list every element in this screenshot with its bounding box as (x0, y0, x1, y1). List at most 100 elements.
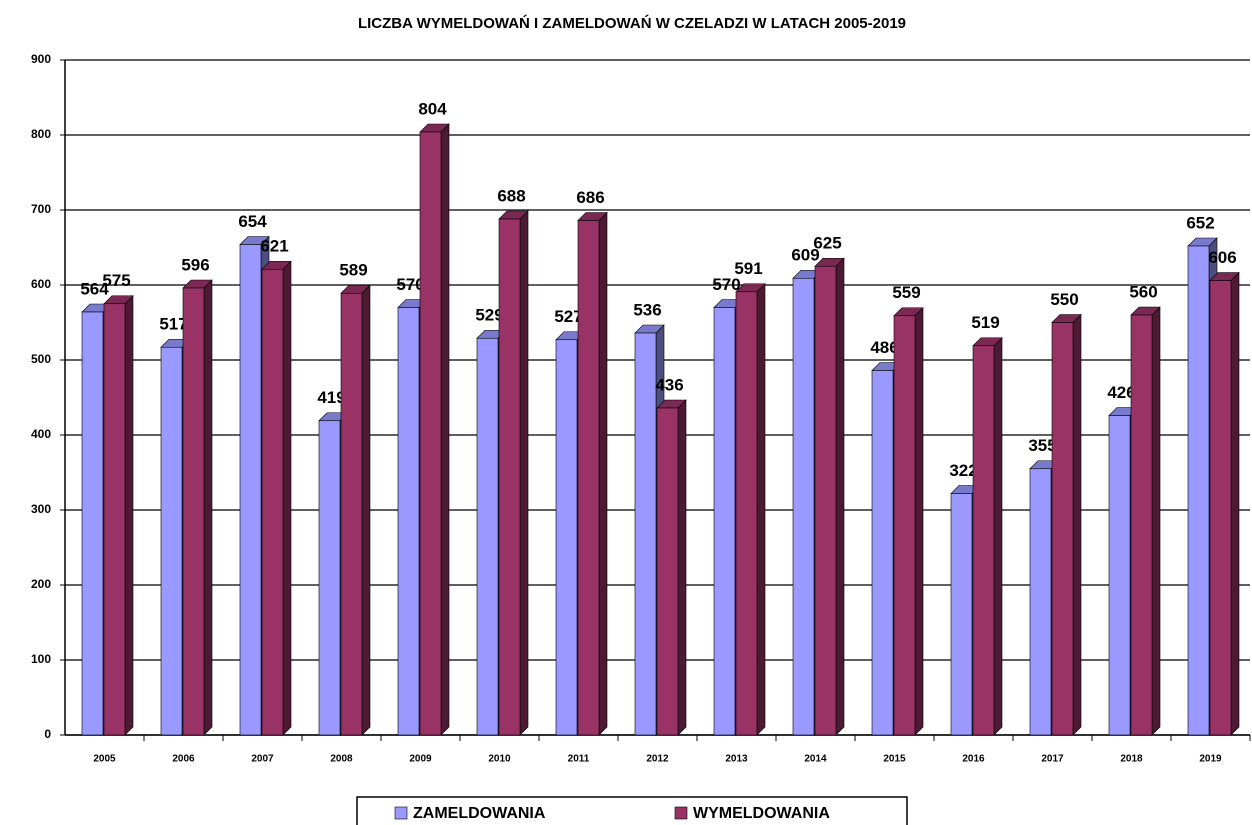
bar (577, 220, 600, 736)
bar (1130, 314, 1153, 736)
x-tick-label: 2019 (1199, 754, 1222, 765)
bar (1209, 280, 1232, 736)
bar (871, 370, 894, 736)
bar (419, 131, 442, 736)
bar-side (361, 284, 371, 736)
bar (81, 311, 104, 736)
bar (972, 345, 995, 736)
y-tick-label: 300 (31, 502, 51, 516)
y-tick-label: 500 (31, 352, 51, 366)
bar (261, 268, 284, 736)
data-label: 570 (712, 275, 740, 294)
bar (1029, 468, 1052, 736)
legend-box (356, 796, 908, 825)
bar-side (993, 337, 1003, 736)
y-tick-label: 600 (31, 277, 51, 291)
x-tick-label: 2009 (409, 754, 432, 765)
data-label: 606 (1208, 248, 1236, 267)
data-label: 564 (80, 279, 109, 298)
bar-side (519, 210, 529, 736)
bar-side (203, 279, 213, 736)
bar-side (440, 123, 450, 736)
data-label: 575 (102, 271, 130, 290)
bar-side (756, 283, 766, 736)
bar-side (1151, 306, 1161, 736)
x-tick-label: 2006 (172, 754, 195, 765)
bar (656, 407, 679, 736)
legend-label: WYMELDOWANIA (693, 805, 830, 822)
x-tick-label: 2010 (488, 754, 511, 765)
bar-side (282, 260, 292, 736)
bar (239, 244, 262, 736)
bar (792, 277, 815, 736)
bar (476, 337, 499, 736)
bar (950, 493, 973, 736)
bar (182, 287, 205, 736)
bar-side (598, 211, 608, 736)
bar (318, 420, 341, 736)
x-tick-label: 2016 (962, 754, 985, 765)
bar (735, 291, 758, 736)
data-label: 570 (396, 275, 424, 294)
x-tick-label: 2013 (725, 754, 748, 765)
data-label: 519 (971, 313, 999, 332)
data-label: 536 (633, 300, 661, 319)
data-label: 688 (497, 186, 525, 205)
bar (814, 265, 837, 736)
bar (103, 303, 126, 736)
y-tick-label: 400 (31, 427, 51, 441)
y-tick-label: 800 (31, 127, 51, 141)
x-tick-label: 2008 (330, 754, 353, 765)
bar-side (1072, 313, 1082, 736)
bar (713, 307, 736, 736)
data-label: 686 (576, 188, 604, 207)
data-label: 550 (1050, 290, 1078, 309)
data-label: 596 (181, 255, 209, 274)
x-tick-label: 2015 (883, 754, 906, 765)
bar (1051, 322, 1074, 736)
bar-side (677, 399, 687, 736)
data-label: 322 (949, 461, 977, 480)
y-tick-label: 0 (44, 727, 51, 741)
y-tick-label: 700 (31, 202, 51, 216)
data-label: 621 (260, 237, 288, 256)
data-label: 527 (554, 307, 582, 326)
data-label: 426 (1107, 383, 1135, 402)
data-label: 652 (1186, 213, 1214, 232)
data-label: 654 (238, 212, 267, 231)
x-tick-label: 2012 (646, 754, 669, 765)
x-tick-label: 2007 (251, 754, 274, 765)
data-label: 609 (791, 246, 819, 265)
y-tick-label: 100 (31, 652, 51, 666)
data-label: 559 (892, 283, 920, 302)
x-tick-label: 2011 (568, 754, 590, 765)
x-tick-label: 2018 (1120, 754, 1143, 765)
x-tick-label: 2014 (804, 754, 827, 765)
data-label: 804 (418, 99, 447, 118)
bar (160, 346, 183, 736)
data-label: 486 (870, 338, 898, 357)
legend-label: ZAMELDOWANIA (413, 805, 546, 822)
data-label: 591 (734, 259, 762, 278)
bar (498, 218, 521, 736)
x-tick-label: 2017 (1041, 754, 1064, 765)
data-label: 560 (1129, 282, 1157, 301)
bar-side (124, 295, 134, 736)
bar (634, 332, 657, 736)
x-tick-label: 2005 (93, 754, 116, 765)
data-label: 517 (159, 315, 187, 334)
y-tick-label: 200 (31, 577, 51, 591)
legend-swatch (674, 806, 688, 820)
data-label: 529 (475, 306, 503, 325)
data-label: 355 (1028, 436, 1056, 455)
y-tick-label: 900 (31, 52, 51, 66)
bar (1187, 245, 1210, 736)
bar (1108, 415, 1131, 736)
data-label: 589 (339, 261, 367, 280)
bar (397, 307, 420, 736)
bar-side (835, 257, 845, 736)
legend-swatch (394, 806, 408, 820)
bar-side (914, 307, 924, 736)
legend: ZAMELDOWANIA WYMELDOWANIA (356, 796, 908, 825)
